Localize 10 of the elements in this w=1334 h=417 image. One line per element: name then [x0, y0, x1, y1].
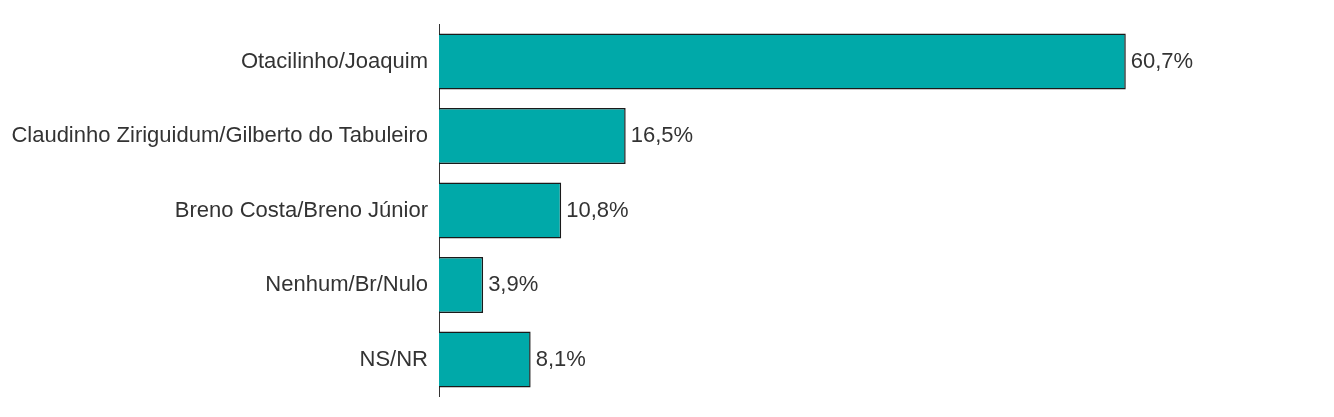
data-label: 60,7% — [1130, 47, 1194, 73]
y-tick-label: Claudinho Ziriguidum/Gilberto do Tabuleiro — [11, 122, 428, 148]
y-tick-label: Nenhum/Br/Nulo — [265, 271, 428, 297]
data-label: 8,1% — [535, 345, 586, 371]
data-label: 16,5% — [630, 122, 694, 148]
data-label: 3,9% — [488, 271, 539, 297]
y-tick-label: Otacilinho/Joaquim — [240, 47, 428, 73]
y-tick-label: Breno Costa/Breno Júnior — [174, 196, 428, 222]
data-label: 10,8% — [566, 196, 629, 222]
y-tick-label: NS/NR — [359, 345, 428, 371]
